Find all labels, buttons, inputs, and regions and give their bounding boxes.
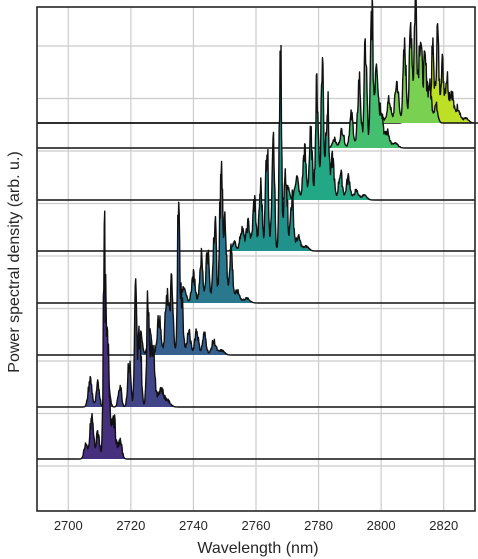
x-tick-label: 2780 xyxy=(304,518,333,533)
y-axis-label: Power spectral density (arb. u.) xyxy=(6,151,23,372)
x-tick-label: 2700 xyxy=(54,518,83,533)
x-tick-label: 2800 xyxy=(367,518,396,533)
spectrum-line xyxy=(37,44,475,252)
spectra xyxy=(37,0,478,460)
x-tick-label: 2820 xyxy=(429,518,458,533)
spectrum-fill xyxy=(37,161,266,303)
x-tick-label: 2720 xyxy=(116,518,145,533)
spectrum-fill xyxy=(37,278,186,407)
spectrum-fill xyxy=(37,0,414,148)
x-tick-labels: 2700 2720 2740 2760 2780 2800 2820 xyxy=(54,518,458,533)
grid-lines xyxy=(37,7,475,511)
spectrum-fill xyxy=(37,57,383,201)
spectrum-line xyxy=(37,201,475,356)
spectrum-line xyxy=(37,210,475,460)
plot-frame xyxy=(36,6,476,512)
x-tick-label: 2740 xyxy=(179,518,208,533)
spectrum-line xyxy=(37,0,475,149)
x-axis-label: Wavelength (nm) xyxy=(197,540,318,557)
x-tick-label: 2760 xyxy=(242,518,271,533)
spectrum-line xyxy=(37,278,475,408)
axes-frame xyxy=(36,6,476,512)
spectrum-fill xyxy=(37,211,139,459)
spectrum-fill xyxy=(37,0,455,123)
